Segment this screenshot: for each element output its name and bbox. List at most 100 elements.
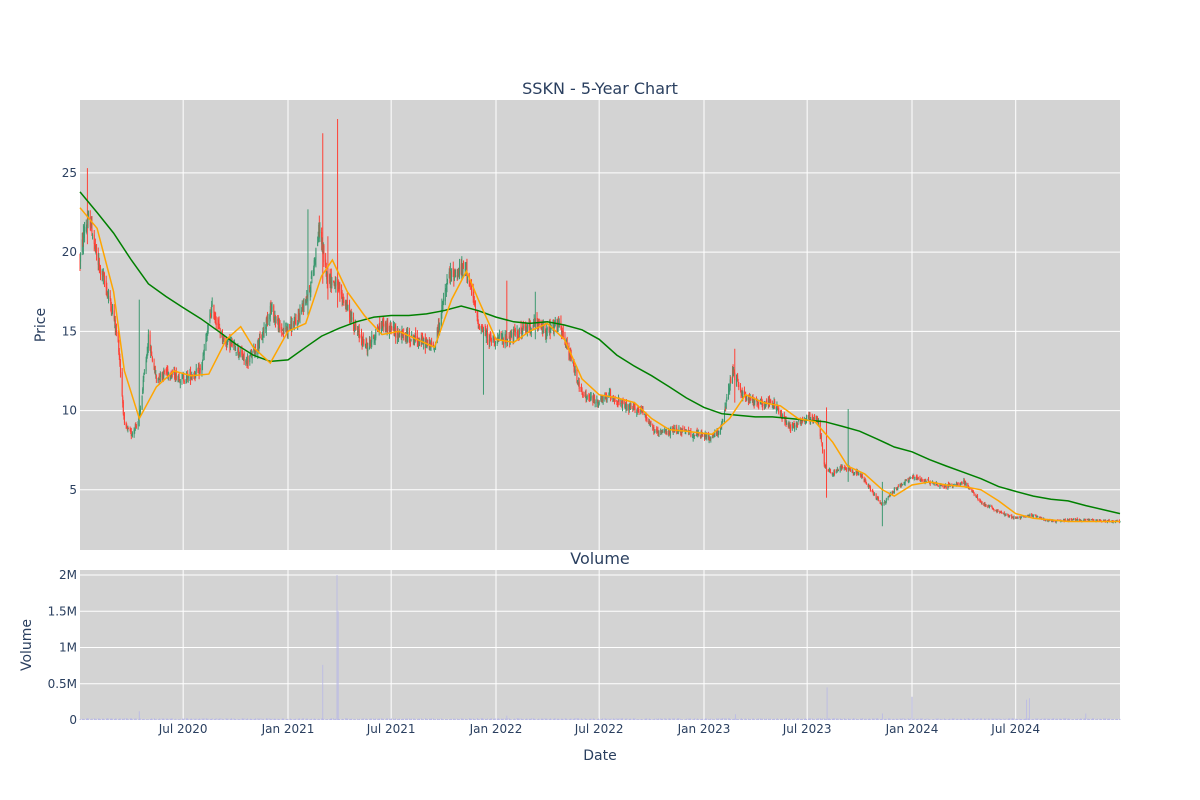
candle-body [845,468,847,470]
candle-body [656,428,658,433]
candle-body [529,321,531,331]
candle-body [351,317,353,320]
candle-body [843,467,845,469]
candle-body [1096,520,1098,521]
candle-body [179,380,181,384]
candle-body [709,437,711,439]
candle-body [197,370,199,371]
candle-body [562,330,564,333]
candle-body [590,396,592,398]
candle-body [350,315,352,322]
candle-body [528,323,530,328]
candle-body [195,371,197,377]
candle-body [598,401,600,405]
candle-body [661,431,663,433]
candle-body [203,352,205,354]
candle-body [598,404,600,406]
candle-body [210,313,212,316]
candle-body [517,330,519,335]
candle-body [133,429,135,435]
candle-body [549,325,551,333]
candle-body [439,326,441,330]
candle-body [1071,519,1073,521]
candle-body [481,329,483,332]
candle-body [776,405,778,409]
candle-body [1021,516,1023,517]
candle-body [602,396,604,402]
candle-body [773,401,775,405]
candle-body [736,377,738,380]
x-axis-tick-labels: Jul 2020 Jan 2021 Jul 2021 Jan 2022 Jul 2022… [158,722,1040,736]
candle-body [965,483,967,486]
volume-subplot-title: Volume [570,549,630,568]
candle-body [624,407,626,410]
candle-body [490,338,492,342]
candle-body [955,484,957,485]
candle-body [917,477,919,479]
candle-body [129,429,131,431]
candle-body [262,329,264,334]
candle-body [630,406,632,407]
candle-body [170,375,172,377]
candle-body [836,470,838,471]
candle-body [731,367,733,383]
candle-body [306,294,308,296]
candle-body [633,404,635,407]
candle-body [1071,519,1073,521]
candle-body [417,339,419,344]
candle-body [305,299,307,304]
candle-body [991,507,993,509]
candle-body [963,480,965,485]
candle-body [321,242,323,246]
candle-body [365,342,367,345]
candle-body [576,383,578,385]
candle-body [732,365,734,373]
candle-body [614,400,616,402]
candle-body [448,271,450,278]
candle-body [971,491,973,493]
x-tick-label: Jul 2021 [366,722,416,736]
candle-body [198,365,200,376]
candle-body [493,337,495,341]
candle-body [912,476,914,478]
candle-body [394,328,396,330]
candle-body [618,399,620,402]
candle-body [637,408,639,410]
candle-body [249,356,251,362]
candle-body [295,318,297,324]
candle-body [311,277,313,279]
candle-body [831,472,833,474]
candle-body [837,469,839,470]
candle-body [737,382,739,383]
candle-body [319,229,321,234]
candle-body [409,339,411,342]
candle-body [323,245,325,263]
candle-body [885,501,887,504]
candle-body [370,342,372,345]
candle-body [957,483,959,485]
candle-body [794,425,796,429]
candle-body [214,316,216,320]
candle-body [892,492,894,494]
x-tick-label: Jul 2024 [990,722,1040,736]
candle-body [437,324,439,333]
candle-body [465,262,467,267]
candle-body [285,327,287,330]
price-y-axis-title: Price [33,308,49,342]
candle-body [509,340,511,342]
candle-body [888,495,890,497]
candle-body [824,464,826,466]
candle-body [897,486,899,490]
candle-body [1012,517,1014,519]
candle-body [143,376,145,378]
candle-body [893,488,895,493]
candle-body [524,325,526,329]
candle-body [613,398,615,400]
candle-body [1080,520,1082,522]
candle-body [847,467,849,470]
candle-body [101,270,103,275]
candle-body [592,396,594,401]
x-tick-label: Jan 2022 [469,722,523,736]
candle-body [552,324,554,327]
candle-body [1079,519,1081,521]
